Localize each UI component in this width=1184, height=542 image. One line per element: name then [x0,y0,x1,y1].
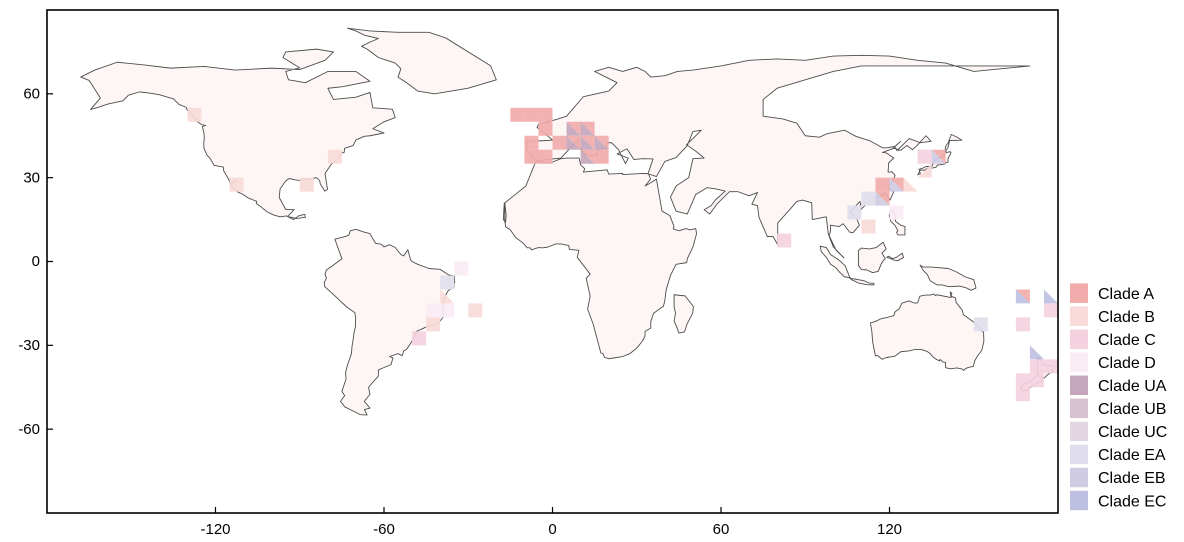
svg-text:60: 60 [23,86,40,103]
svg-text:Clade EB: Clade EB [1098,470,1166,487]
svg-text:Clade UA: Clade UA [1098,378,1167,395]
svg-text:Clade UB: Clade UB [1098,401,1166,418]
svg-text:Clade B: Clade B [1098,309,1155,326]
svg-text:0: 0 [32,253,40,270]
svg-text:0: 0 [548,521,556,538]
svg-text:Clade A: Clade A [1098,286,1154,303]
svg-text:Clade EA: Clade EA [1098,447,1166,464]
svg-text:30: 30 [23,169,40,186]
svg-text:-60: -60 [18,421,40,438]
svg-text:120: 120 [877,521,902,538]
svg-text:-30: -30 [18,337,40,354]
svg-text:-60: -60 [373,521,395,538]
svg-text:60: 60 [713,521,730,538]
svg-text:Clade D: Clade D [1098,355,1156,372]
svg-text:Clade C: Clade C [1098,332,1156,349]
svg-text:-120: -120 [200,521,230,538]
svg-text:Clade UC: Clade UC [1098,424,1167,441]
svg-text:Clade EC: Clade EC [1098,493,1166,510]
